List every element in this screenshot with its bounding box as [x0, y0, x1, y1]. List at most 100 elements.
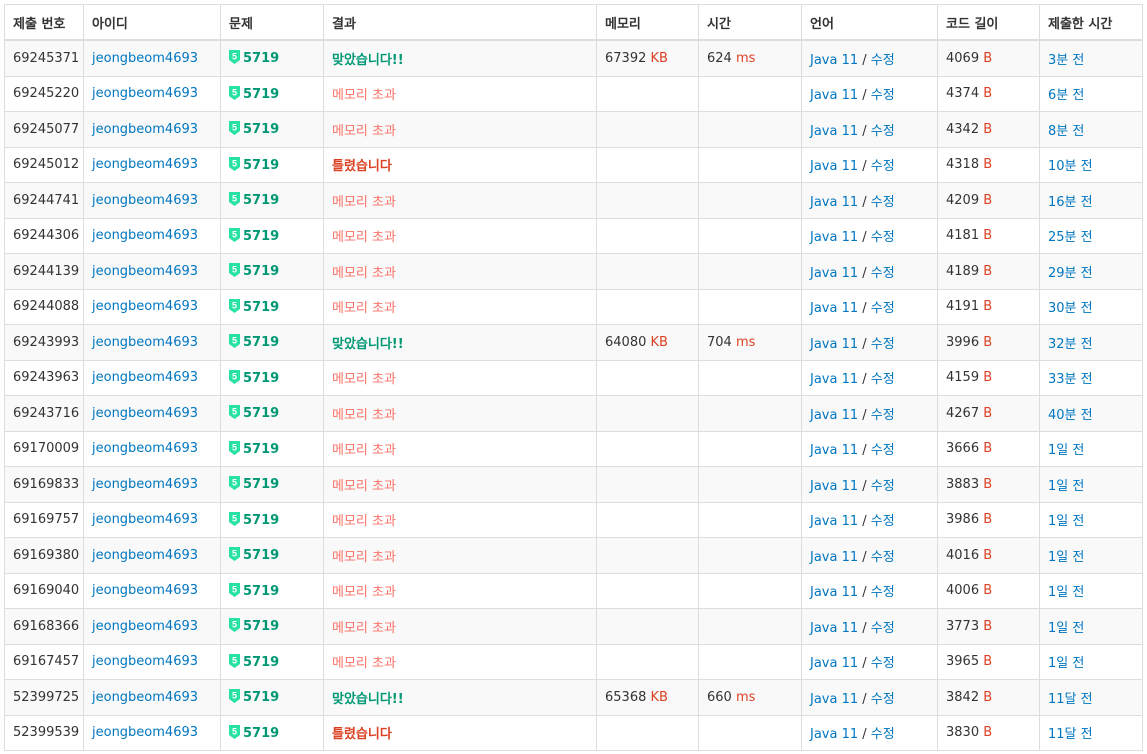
user-link[interactable]: jeongbeom4693	[92, 334, 199, 350]
problem-link[interactable]: 5 5719	[229, 405, 279, 421]
language-link[interactable]: Java 11	[810, 230, 859, 246]
user-link[interactable]: jeongbeom4693	[92, 583, 199, 599]
language-link[interactable]: Java 11	[810, 194, 859, 210]
problem-link[interactable]: 5 5719	[229, 334, 279, 350]
user-link[interactable]: jeongbeom4693	[92, 689, 199, 705]
edit-link[interactable]: 수정	[870, 159, 895, 175]
language-link[interactable]: Java 11	[810, 620, 859, 636]
submitted-time-link[interactable]: 1일 전	[1048, 514, 1085, 530]
user-link[interactable]: jeongbeom4693	[92, 654, 199, 670]
submitted-time-link[interactable]: 1일 전	[1048, 656, 1085, 672]
user-link[interactable]: jeongbeom4693	[92, 725, 199, 741]
problem-link[interactable]: 5 5719	[229, 298, 279, 315]
edit-link[interactable]: 수정	[870, 194, 895, 210]
language-link[interactable]: Java 11	[810, 265, 859, 281]
language-link[interactable]: Java 11	[810, 123, 859, 139]
submitted-time-link[interactable]: 30분 전	[1048, 301, 1093, 317]
language-link[interactable]: Java 11	[810, 514, 859, 530]
edit-link[interactable]: 수정	[870, 301, 895, 317]
language-link[interactable]: Java 11	[810, 549, 859, 565]
problem-link[interactable]: 5 5719	[229, 618, 279, 634]
submitted-time-link[interactable]: 11달 전	[1048, 727, 1093, 743]
edit-link[interactable]: 수정	[870, 691, 895, 707]
edit-link[interactable]: 수정	[870, 585, 895, 601]
problem-link[interactable]: 5 5719	[229, 653, 279, 670]
language-link[interactable]: Java 11	[810, 372, 859, 388]
edit-link[interactable]: 수정	[870, 372, 895, 388]
submitted-time-link[interactable]: 33분 전	[1048, 372, 1093, 388]
edit-link[interactable]: 수정	[870, 230, 895, 246]
edit-link[interactable]: 수정	[870, 123, 895, 139]
edit-link[interactable]: 수정	[870, 52, 895, 68]
edit-link[interactable]: 수정	[870, 549, 895, 565]
submitted-time-link[interactable]: 11달 전	[1048, 691, 1093, 707]
submitted-time-link[interactable]: 10분 전	[1048, 159, 1093, 175]
user-link[interactable]: jeongbeom4693	[92, 263, 199, 279]
language-link[interactable]: Java 11	[810, 727, 859, 743]
submitted-time-link[interactable]: 6분 전	[1048, 88, 1085, 104]
submitted-time-link[interactable]: 1일 전	[1048, 478, 1085, 494]
submitted-time-link[interactable]: 3분 전	[1048, 52, 1085, 68]
edit-link[interactable]: 수정	[870, 265, 895, 281]
language-link[interactable]: Java 11	[810, 691, 859, 707]
problem-link[interactable]: 5 5719	[229, 440, 279, 457]
user-link[interactable]: jeongbeom4693	[92, 228, 199, 244]
edit-link[interactable]: 수정	[870, 620, 895, 636]
problem-link[interactable]: 5 5719	[229, 511, 279, 528]
submitted-time-link[interactable]: 29분 전	[1048, 265, 1093, 281]
problem-link[interactable]: 5 5719	[229, 85, 279, 102]
user-link[interactable]: jeongbeom4693	[92, 405, 199, 421]
user-link[interactable]: jeongbeom4693	[92, 86, 199, 102]
language-link[interactable]: Java 11	[810, 88, 859, 104]
submitted-time-link[interactable]: 16분 전	[1048, 194, 1093, 210]
user-link[interactable]: jeongbeom4693	[92, 157, 199, 173]
user-link[interactable]: jeongbeom4693	[92, 192, 199, 208]
submitted-time-link[interactable]: 32분 전	[1048, 336, 1093, 352]
language-link[interactable]: Java 11	[810, 443, 859, 459]
language-link[interactable]: Java 11	[810, 52, 859, 68]
submitted-time-link[interactable]: 1일 전	[1048, 585, 1085, 601]
user-link[interactable]: jeongbeom4693	[92, 441, 199, 457]
submitted-time-link[interactable]: 1일 전	[1048, 443, 1085, 459]
language-link[interactable]: Java 11	[810, 159, 859, 175]
submitted-time-link[interactable]: 25분 전	[1048, 230, 1093, 246]
edit-link[interactable]: 수정	[870, 656, 895, 672]
problem-link[interactable]: 5 5719	[229, 263, 279, 279]
submitted-time-link[interactable]: 1일 전	[1048, 549, 1085, 565]
language-link[interactable]: Java 11	[810, 407, 859, 423]
problem-link[interactable]: 5 5719	[229, 156, 279, 173]
submitted-time-link[interactable]: 8분 전	[1048, 123, 1085, 139]
problem-link[interactable]: 5 5719	[229, 724, 279, 741]
problem-link[interactable]: 5 5719	[229, 369, 279, 386]
problem-link[interactable]: 5 5719	[229, 50, 279, 66]
language-link[interactable]: Java 11	[810, 478, 859, 494]
problem-link[interactable]: 5 5719	[229, 582, 279, 599]
user-link[interactable]: jeongbeom4693	[92, 50, 199, 66]
problem-link[interactable]: 5 5719	[229, 227, 279, 244]
user-link[interactable]: jeongbeom4693	[92, 299, 199, 315]
edit-link[interactable]: 수정	[870, 478, 895, 494]
language-link[interactable]: Java 11	[810, 585, 859, 601]
user-link[interactable]: jeongbeom4693	[92, 512, 199, 528]
submitted-time-link[interactable]: 40분 전	[1048, 407, 1093, 423]
problem-link[interactable]: 5 5719	[229, 689, 279, 705]
problem-link[interactable]: 5 5719	[229, 547, 279, 563]
problem-link[interactable]: 5 5719	[229, 121, 279, 137]
user-link[interactable]: jeongbeom4693	[92, 618, 199, 634]
language-link[interactable]: Java 11	[810, 301, 859, 317]
user-link[interactable]: jeongbeom4693	[92, 370, 199, 386]
submitted-time-link[interactable]: 1일 전	[1048, 620, 1085, 636]
problem-link[interactable]: 5 5719	[229, 476, 279, 492]
edit-link[interactable]: 수정	[870, 407, 895, 423]
edit-link[interactable]: 수정	[870, 88, 895, 104]
user-link[interactable]: jeongbeom4693	[92, 547, 199, 563]
edit-link[interactable]: 수정	[870, 443, 895, 459]
problem-link[interactable]: 5 5719	[229, 192, 279, 208]
edit-link[interactable]: 수정	[870, 727, 895, 743]
language-link[interactable]: Java 11	[810, 656, 859, 672]
user-link[interactable]: jeongbeom4693	[92, 121, 199, 137]
edit-link[interactable]: 수정	[870, 336, 895, 352]
language-link[interactable]: Java 11	[810, 336, 859, 352]
edit-link[interactable]: 수정	[870, 514, 895, 530]
user-link[interactable]: jeongbeom4693	[92, 476, 199, 492]
